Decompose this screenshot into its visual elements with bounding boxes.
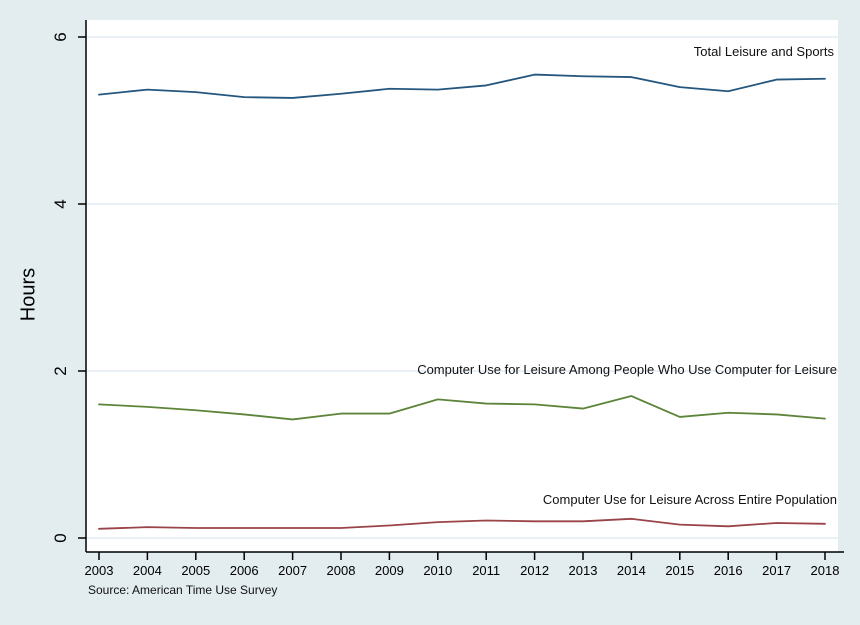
plot-area	[86, 20, 838, 552]
series-line-2	[98, 517, 826, 530]
series-line-0	[98, 73, 826, 99]
series-line-1	[98, 395, 826, 421]
